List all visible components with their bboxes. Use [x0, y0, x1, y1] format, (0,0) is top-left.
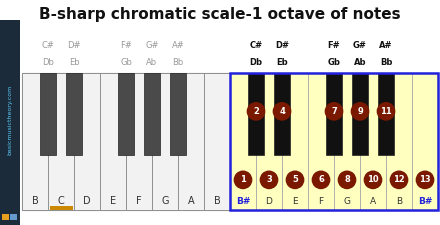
- Text: Eb: Eb: [276, 58, 288, 67]
- Bar: [22, 73, 438, 210]
- Text: 4: 4: [279, 107, 285, 116]
- Bar: [144, 73, 160, 155]
- Text: D#: D#: [67, 41, 81, 50]
- Text: B-sharp chromatic scale-1 octave of notes: B-sharp chromatic scale-1 octave of note…: [39, 7, 401, 22]
- Circle shape: [247, 102, 265, 121]
- Circle shape: [286, 171, 304, 189]
- Bar: [152, 73, 178, 210]
- Text: 11: 11: [380, 107, 392, 116]
- Text: G: G: [161, 196, 169, 206]
- Circle shape: [363, 171, 382, 189]
- Text: C: C: [58, 196, 64, 206]
- Text: A: A: [188, 196, 194, 206]
- Text: E: E: [110, 196, 116, 206]
- Bar: [257, 73, 282, 210]
- Text: F#: F#: [328, 41, 340, 50]
- Bar: [48, 73, 73, 210]
- Bar: [352, 73, 367, 155]
- Text: B#: B#: [236, 198, 250, 207]
- Text: 9: 9: [357, 107, 363, 116]
- Text: 7: 7: [331, 107, 337, 116]
- Circle shape: [312, 171, 330, 189]
- Bar: [40, 73, 55, 155]
- Bar: [249, 73, 264, 155]
- Text: D#: D#: [275, 41, 289, 50]
- Bar: [74, 73, 99, 210]
- Text: A#: A#: [172, 41, 184, 50]
- Text: C#: C#: [249, 41, 263, 50]
- Bar: [275, 73, 290, 155]
- Circle shape: [325, 102, 343, 121]
- Bar: [412, 73, 438, 210]
- Bar: [326, 73, 341, 155]
- Bar: [66, 73, 81, 155]
- Text: 13: 13: [419, 175, 431, 184]
- Circle shape: [377, 102, 396, 121]
- Text: A#: A#: [379, 41, 393, 50]
- Text: G: G: [344, 198, 351, 207]
- Circle shape: [337, 171, 356, 189]
- Text: B: B: [396, 198, 402, 207]
- Text: 8: 8: [344, 175, 350, 184]
- Text: 12: 12: [393, 175, 405, 184]
- Bar: [100, 73, 125, 210]
- Text: D: D: [266, 198, 272, 207]
- Bar: [170, 73, 186, 155]
- Text: B: B: [214, 196, 220, 206]
- Text: 1: 1: [240, 175, 246, 184]
- Circle shape: [351, 102, 369, 121]
- Bar: [0, 20, 20, 225]
- Text: G#: G#: [353, 41, 367, 50]
- Bar: [49, 206, 73, 210]
- Text: 5: 5: [292, 175, 298, 184]
- Bar: [118, 73, 134, 155]
- Text: Ab: Ab: [147, 58, 158, 67]
- Text: 10: 10: [367, 175, 379, 184]
- Bar: [2, 214, 9, 220]
- Text: E: E: [292, 198, 298, 207]
- Bar: [360, 73, 385, 210]
- Bar: [22, 73, 48, 210]
- Text: 2: 2: [253, 107, 259, 116]
- Circle shape: [273, 102, 291, 121]
- Bar: [230, 73, 438, 210]
- Bar: [231, 73, 256, 210]
- Text: B: B: [32, 196, 38, 206]
- Text: F: F: [319, 198, 323, 207]
- Bar: [386, 73, 411, 210]
- Bar: [205, 73, 230, 210]
- Text: Eb: Eb: [69, 58, 79, 67]
- Circle shape: [390, 171, 408, 189]
- Text: Db: Db: [42, 58, 54, 67]
- Bar: [10, 214, 17, 220]
- Bar: [308, 73, 334, 210]
- Bar: [378, 73, 393, 155]
- Text: Gb: Gb: [120, 58, 132, 67]
- Bar: [282, 73, 308, 210]
- Text: B#: B#: [418, 198, 432, 207]
- Text: Bb: Bb: [380, 58, 392, 67]
- Text: C#: C#: [41, 41, 55, 50]
- Text: Gb: Gb: [327, 58, 341, 67]
- Text: Ab: Ab: [354, 58, 366, 67]
- Text: 3: 3: [266, 175, 272, 184]
- Text: basicmusictheory.com: basicmusictheory.com: [7, 85, 12, 155]
- Bar: [178, 73, 204, 210]
- Text: F: F: [136, 196, 142, 206]
- Text: F#: F#: [120, 41, 132, 50]
- Text: Bb: Bb: [172, 58, 183, 67]
- Text: G#: G#: [145, 41, 159, 50]
- Text: D: D: [83, 196, 91, 206]
- Circle shape: [416, 171, 434, 189]
- Text: Db: Db: [249, 58, 263, 67]
- Bar: [334, 73, 359, 210]
- Bar: [126, 73, 152, 210]
- Text: A: A: [370, 198, 376, 207]
- Text: 6: 6: [318, 175, 324, 184]
- Circle shape: [260, 171, 279, 189]
- Circle shape: [234, 171, 253, 189]
